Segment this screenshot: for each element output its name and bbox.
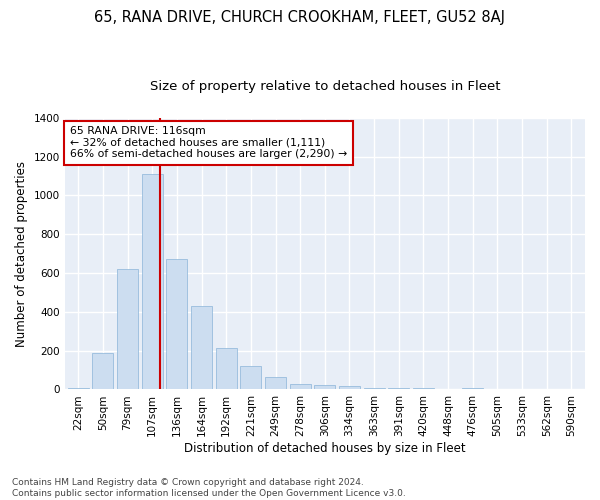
Bar (265, 377, 286, 390)
Bar (241, 366, 262, 390)
Bar (463, 388, 483, 390)
Bar (364, 388, 385, 390)
Y-axis label: Number of detached properties: Number of detached properties (15, 160, 28, 346)
Text: 65, RANA DRIVE, CHURCH CROOKHAM, FLEET, GU52 8AJ: 65, RANA DRIVE, CHURCH CROOKHAM, FLEET, … (95, 10, 505, 25)
Bar (142, 174, 163, 390)
Title: Size of property relative to detached houses in Fleet: Size of property relative to detached ho… (149, 80, 500, 93)
Bar (166, 260, 187, 390)
Bar (339, 386, 360, 390)
Bar (68, 388, 89, 390)
Bar (191, 306, 212, 390)
Bar (216, 348, 236, 390)
Bar (117, 269, 138, 390)
Text: 65 RANA DRIVE: 116sqm
← 32% of detached houses are smaller (1,111)
66% of semi-d: 65 RANA DRIVE: 116sqm ← 32% of detached … (70, 126, 347, 159)
Bar (290, 384, 311, 390)
Bar (314, 384, 335, 390)
X-axis label: Distribution of detached houses by size in Fleet: Distribution of detached houses by size … (184, 442, 466, 455)
Text: Contains HM Land Registry data © Crown copyright and database right 2024.
Contai: Contains HM Land Registry data © Crown c… (12, 478, 406, 498)
Bar (388, 388, 409, 390)
Bar (92, 352, 113, 390)
Bar (413, 388, 434, 390)
